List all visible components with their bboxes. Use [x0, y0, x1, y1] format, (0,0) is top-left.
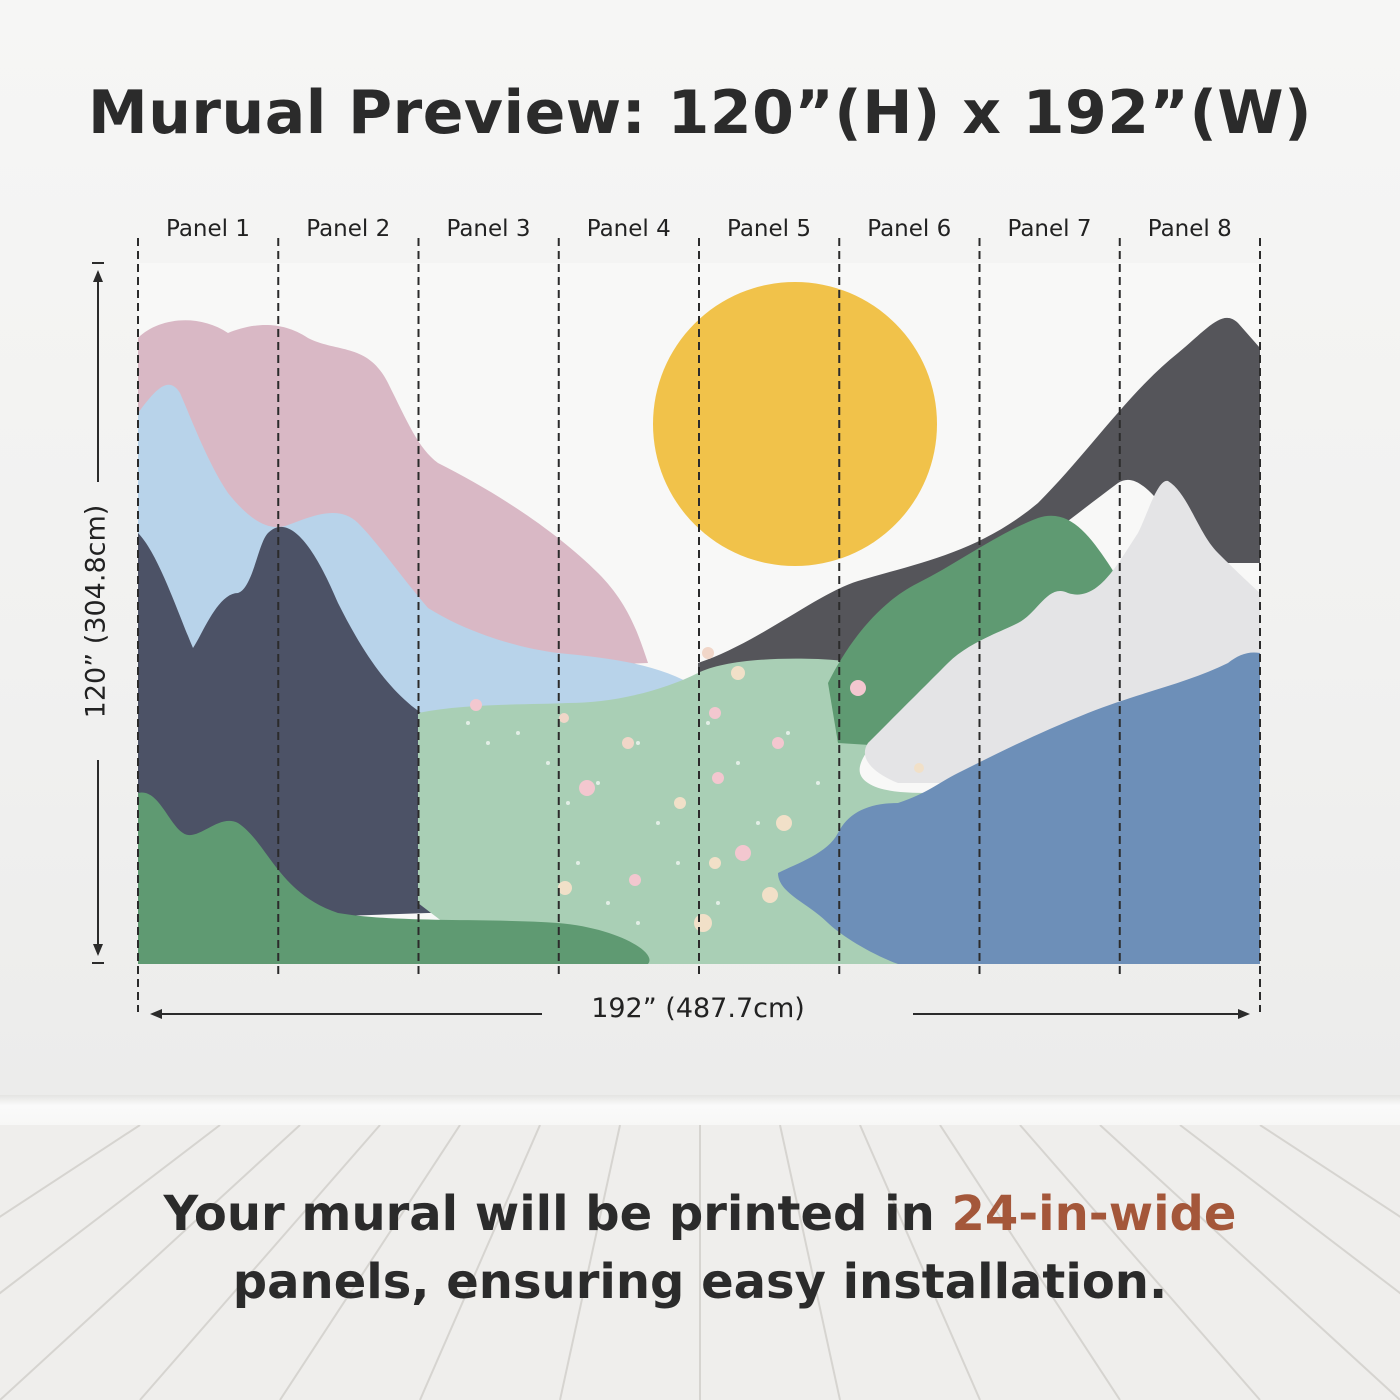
panel-label-5: Panel 5 [727, 216, 811, 242]
panel-label-7: Panel 7 [1007, 216, 1092, 242]
wood-floor [0, 1125, 1400, 1400]
sun [653, 282, 937, 566]
caption-accent: 24-in-wide [951, 1186, 1237, 1242]
panel-label-3: Panel 3 [446, 216, 531, 242]
panel-label-8: Panel 8 [1147, 216, 1232, 242]
caption: Your mural will be printed in 24-in-wide… [0, 1180, 1400, 1316]
panel-label-1: Panel 1 [166, 216, 250, 242]
baseboard [0, 1095, 1400, 1125]
caption-prefix: Your mural will be printed in [163, 1186, 952, 1242]
width-dimension-label: 192” (487.7cm) [591, 993, 805, 1024]
panel-label-6: Panel 6 [867, 216, 952, 242]
height-dimension-label: 120” (304.8cm) [80, 504, 112, 719]
panel-label-2: Panel 2 [306, 216, 391, 242]
panel-label-4: Panel 4 [586, 216, 671, 242]
page-title: Murual Preview: 120”(H) x 192”(W) [87, 78, 1313, 148]
caption-line-1: Your mural will be printed in 24-in-wide [0, 1180, 1400, 1248]
caption-line-2: panels, ensuring easy installation. [232, 1254, 1168, 1310]
green-hill-left [138, 792, 650, 964]
blue-mountain-right [778, 652, 1260, 964]
